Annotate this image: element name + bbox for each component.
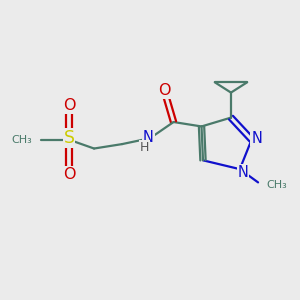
Text: O: O (63, 167, 75, 182)
Text: O: O (158, 83, 171, 98)
Text: O: O (63, 98, 75, 113)
Text: N: N (251, 131, 262, 146)
Text: S: S (64, 129, 74, 147)
Text: CH₃: CH₃ (266, 180, 287, 190)
Text: N: N (143, 130, 154, 145)
Text: N: N (237, 165, 248, 180)
Text: CH₃: CH₃ (11, 135, 32, 145)
Text: H: H (140, 141, 149, 154)
